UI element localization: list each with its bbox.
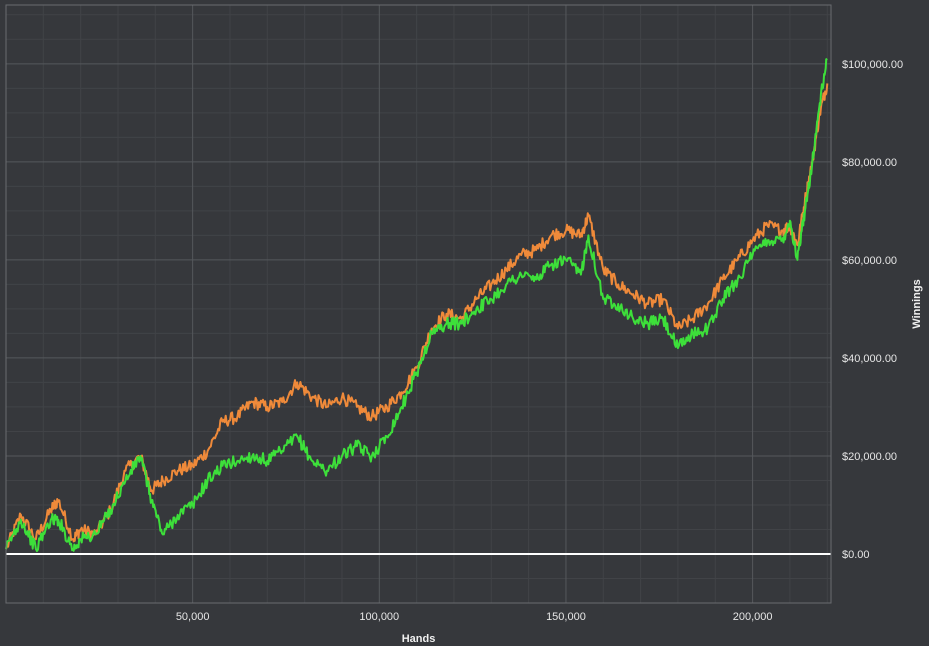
major-gridlines	[6, 5, 831, 603]
x-tick-label: 150,000	[546, 611, 586, 623]
y-axis-title: Winnings	[911, 279, 923, 328]
y-tick-label: $100,000.00	[842, 59, 903, 71]
series-line-2	[5, 58, 828, 553]
y-tick-label: $80,000.00	[842, 157, 897, 169]
x-axis-title: Hands	[402, 633, 436, 645]
x-axis-ticks: 50,000 100,000 150,000 200,000	[176, 611, 773, 623]
y-tick-label: $0.00	[842, 549, 870, 561]
y-tick-label: $20,000.00	[842, 451, 897, 463]
y-tick-label: $60,000.00	[842, 255, 897, 267]
y-tick-label: $40,000.00	[842, 353, 897, 365]
series-layer	[5, 58, 829, 553]
plot-border	[5, 4, 832, 604]
x-tick-label: 50,000	[176, 611, 210, 623]
y-axis-ticks: $0.00 $20,000.00 $40,000.00 $60,000.00 $80,0…	[842, 59, 903, 561]
x-tick-label: 100,000	[359, 611, 399, 623]
x-tick-label: 200,000	[733, 611, 773, 623]
